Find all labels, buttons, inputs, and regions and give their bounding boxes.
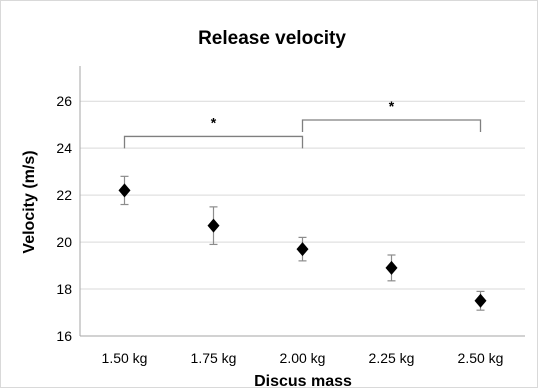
x-tick-label: 2.50 kg [458,350,504,366]
y-tick-label: 24 [56,140,72,156]
x-tick-label: 1.75 kg [191,350,237,366]
diamond-marker [207,218,220,233]
y-axis-label: Velocity (m/s) [21,150,38,253]
diamond-marker [385,260,398,275]
x-tick-label: 2.00 kg [280,350,326,366]
significance-bracket: * [301,98,482,132]
diamond-marker [474,293,487,308]
tick-labels: 16 18 20 22 24 26 1.50 kg 1.75 kg 2.00 kg 2.25 kg… [56,93,503,366]
significance-brackets: ** [123,98,482,149]
data-point [207,206,220,246]
y-tick-label: 22 [56,187,72,203]
diamond-marker [118,183,131,198]
x-tick-label: 1.50 kg [102,350,148,366]
x-axis-label: Discus mass [254,373,352,388]
chart-title: Release velocity [198,28,346,49]
data-point [296,236,309,262]
axes [79,66,525,337]
diamond-marker [296,242,309,257]
data-points [118,175,487,311]
y-tick-label: 26 [56,93,72,109]
bracket-line [301,119,482,132]
y-tick-label: 18 [56,281,72,297]
data-point [118,175,131,206]
bracket-line [123,135,304,149]
y-tick-label: 20 [56,234,72,250]
data-point [385,254,398,282]
x-tick-label: 2.25 kg [369,350,415,366]
significance-bracket: * [123,114,304,149]
significance-label: * [389,98,395,114]
data-point [474,290,487,311]
significance-label: * [211,114,217,130]
y-tick-label: 16 [56,328,72,344]
